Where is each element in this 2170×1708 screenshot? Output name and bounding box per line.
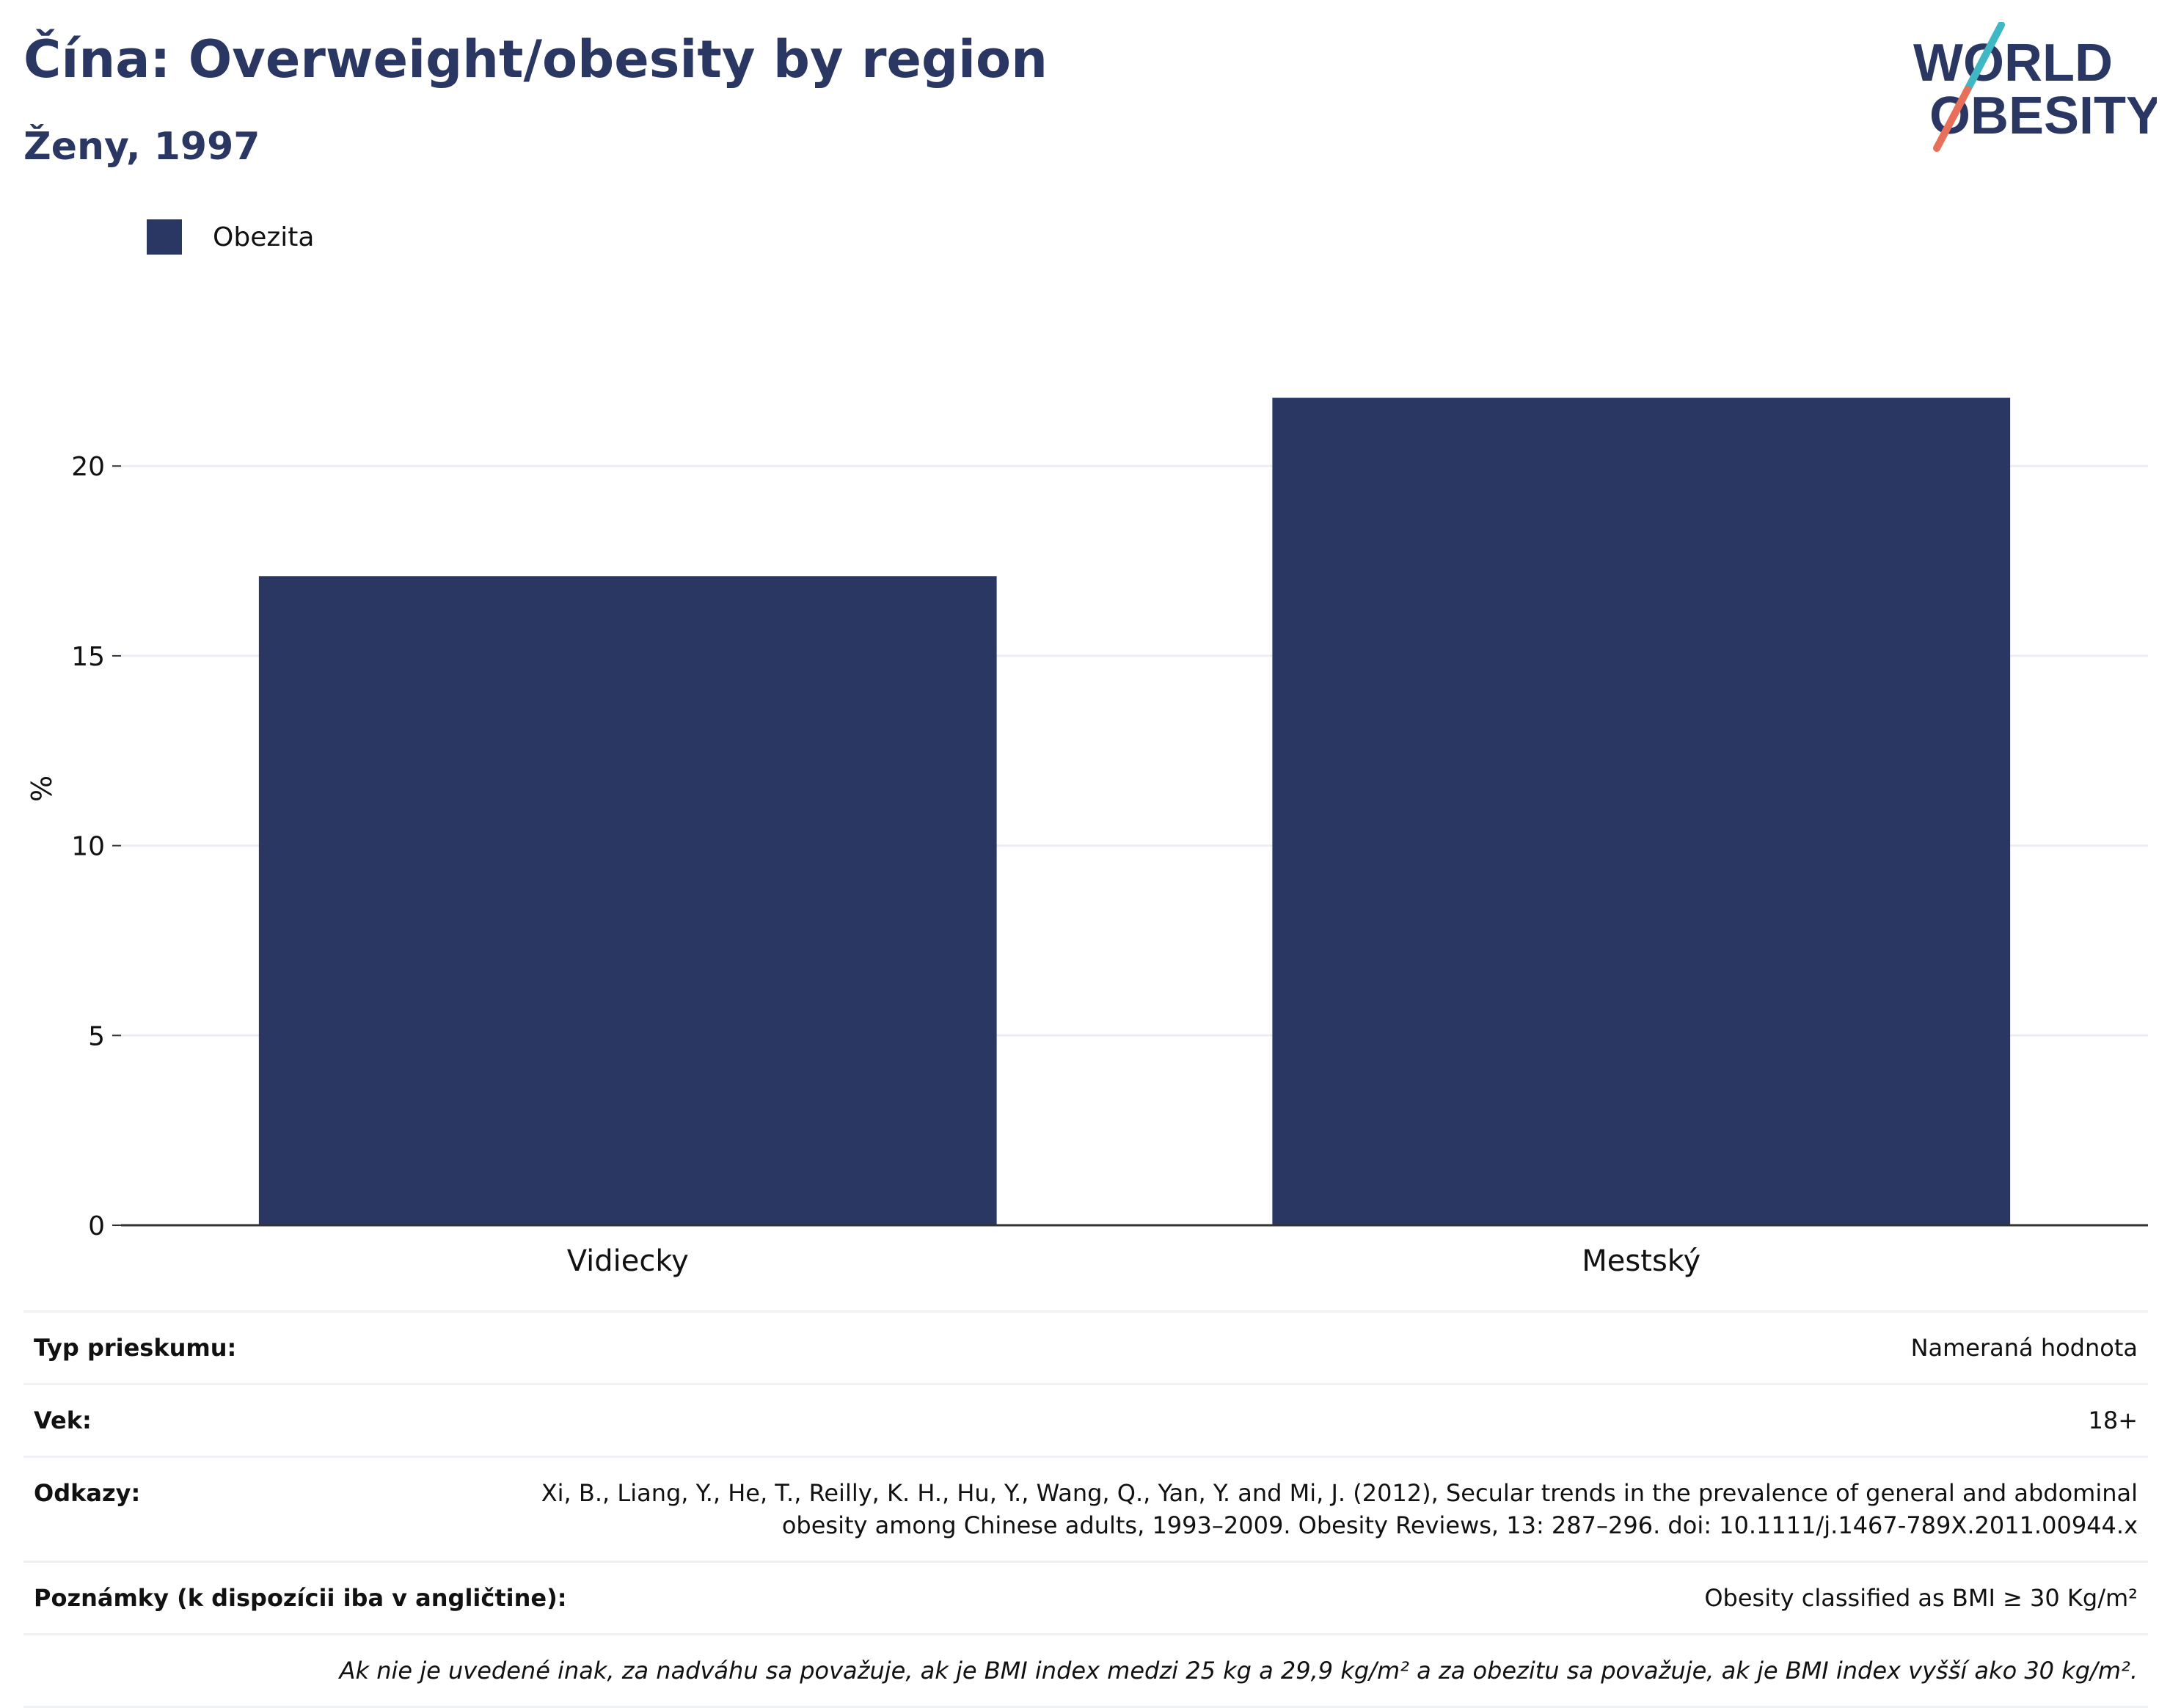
y-tick-label: 5 <box>88 1021 105 1051</box>
world-obesity-logo: WORLD OBESITY <box>1913 22 2157 152</box>
legend-label-obezita: Obezita <box>213 222 315 252</box>
x-tick-label: Mestský <box>1582 1244 1700 1278</box>
meta-key: Odkazy: <box>34 1479 141 1507</box>
meta-value: Nameraná hodnota <box>1910 1334 2138 1362</box>
meta-key: Poznámky (k dispozícii iba v angličtine)… <box>34 1584 567 1612</box>
meta-key: Typ prieskumu: <box>34 1334 237 1362</box>
tick-labels: 0 5 10 15 20% Vidiecky Mestský <box>26 452 1700 1278</box>
meta-row-references: Odkazy: Xi, B., Liang, Y., He, T., Reill… <box>23 1458 2148 1563</box>
logo-slash-bottom <box>1933 86 1971 152</box>
y-tick-label: 10 <box>71 832 105 862</box>
y-tick-label: 20 <box>71 452 105 482</box>
meta-key: Vek: <box>34 1406 92 1434</box>
chart-subtitle: Ženy, 1997 <box>23 125 260 169</box>
legend[interactable]: Obezita <box>147 218 314 256</box>
meta-value: Xi, B., Liang, Y., He, T., Reilly, K. H.… <box>541 1479 2138 1539</box>
axes <box>112 465 2148 1227</box>
bar-chart: 0 5 10 15 20% Vidiecky Mestský <box>26 398 2148 1278</box>
y-axis-label: % <box>26 775 58 802</box>
bar-vidiecky[interactable] <box>258 576 997 1225</box>
x-tick-label: Vidiecky <box>567 1244 689 1278</box>
meta-row-age: Vek: 18+ <box>23 1385 2148 1458</box>
legend-swatch-obezita <box>147 219 182 255</box>
meta-row-notes: Poznámky (k dispozícii iba v angličtine)… <box>23 1563 2148 1635</box>
y-tick-label: 15 <box>71 642 105 672</box>
bars <box>258 398 2011 1226</box>
logo-word-world: WORLD <box>1913 34 2113 92</box>
meta-value: Obesity classified as BMI ≥ 30 Kg/m² <box>1704 1584 2138 1612</box>
bar-mestský[interactable] <box>1272 398 2011 1226</box>
chart-title: Čína: Overweight/obesity by region <box>23 29 1048 90</box>
meta-footnote: Ak nie je uvedené inak, za nadváhu sa po… <box>23 1635 2148 1708</box>
metadata-table: Typ prieskumu: Nameraná hodnota Vek: 18+… <box>23 1310 2148 1708</box>
meta-row-survey-type: Typ prieskumu: Nameraná hodnota <box>23 1313 2148 1385</box>
meta-value: 18+ <box>2088 1406 2138 1434</box>
y-tick-label: 0 <box>88 1211 105 1241</box>
logo-slash-top <box>1964 22 2005 93</box>
